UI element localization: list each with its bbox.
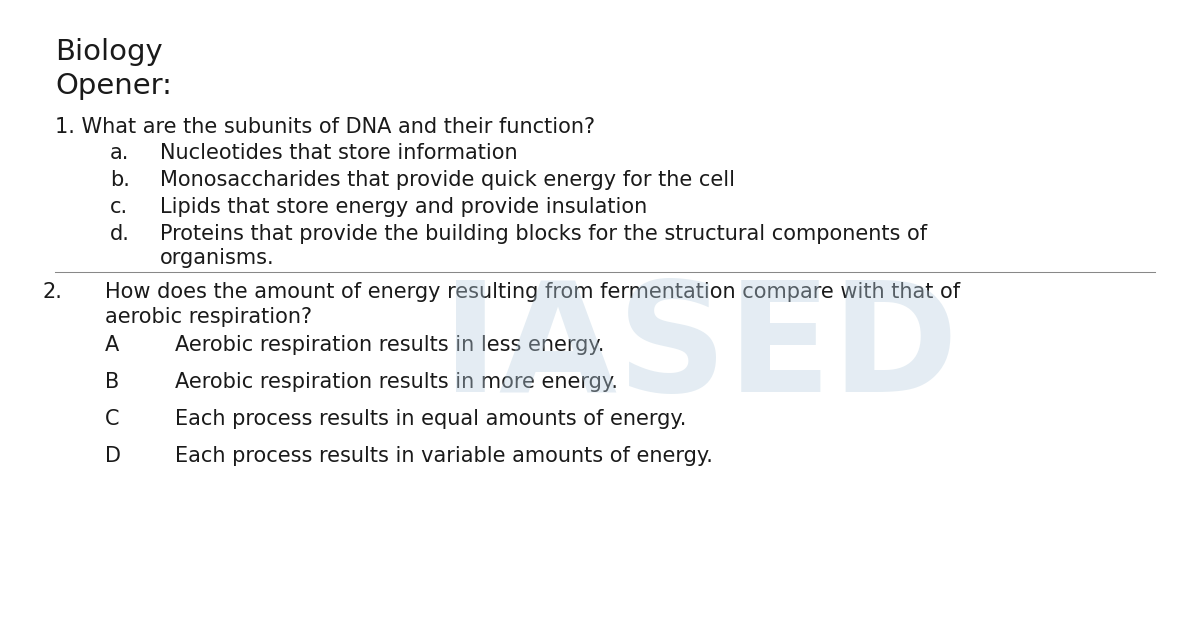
- Text: d.: d.: [110, 224, 130, 244]
- Text: 1. What are the subunits of DNA and their function?: 1. What are the subunits of DNA and thei…: [55, 117, 595, 137]
- Text: Biology: Biology: [55, 38, 163, 66]
- Text: 2.: 2.: [42, 282, 62, 302]
- Text: Proteins that provide the building blocks for the structural components of: Proteins that provide the building block…: [160, 224, 928, 244]
- Text: aerobic respiration?: aerobic respiration?: [106, 307, 312, 327]
- Text: Each process results in variable amounts of energy.: Each process results in variable amounts…: [175, 446, 713, 466]
- Text: Each process results in equal amounts of energy.: Each process results in equal amounts of…: [175, 409, 686, 429]
- Text: Aerobic respiration results in less energy.: Aerobic respiration results in less ener…: [175, 335, 605, 355]
- Text: b.: b.: [110, 170, 130, 190]
- Text: c.: c.: [110, 197, 128, 217]
- Text: A: A: [106, 335, 119, 355]
- Text: Aerobic respiration results in more energy.: Aerobic respiration results in more ener…: [175, 372, 618, 392]
- Text: Opener:: Opener:: [55, 72, 172, 100]
- Text: Lipids that store energy and provide insulation: Lipids that store energy and provide ins…: [160, 197, 647, 217]
- Text: a.: a.: [110, 143, 130, 163]
- Text: IASED: IASED: [442, 275, 958, 425]
- Text: C: C: [106, 409, 120, 429]
- Text: organisms.: organisms.: [160, 248, 275, 268]
- Text: D: D: [106, 446, 121, 466]
- Text: How does the amount of energy resulting from fermentation compare with that of: How does the amount of energy resulting …: [106, 282, 960, 302]
- Text: Nucleotides that store information: Nucleotides that store information: [160, 143, 517, 163]
- Text: Monosaccharides that provide quick energy for the cell: Monosaccharides that provide quick energ…: [160, 170, 734, 190]
- Text: B: B: [106, 372, 119, 392]
